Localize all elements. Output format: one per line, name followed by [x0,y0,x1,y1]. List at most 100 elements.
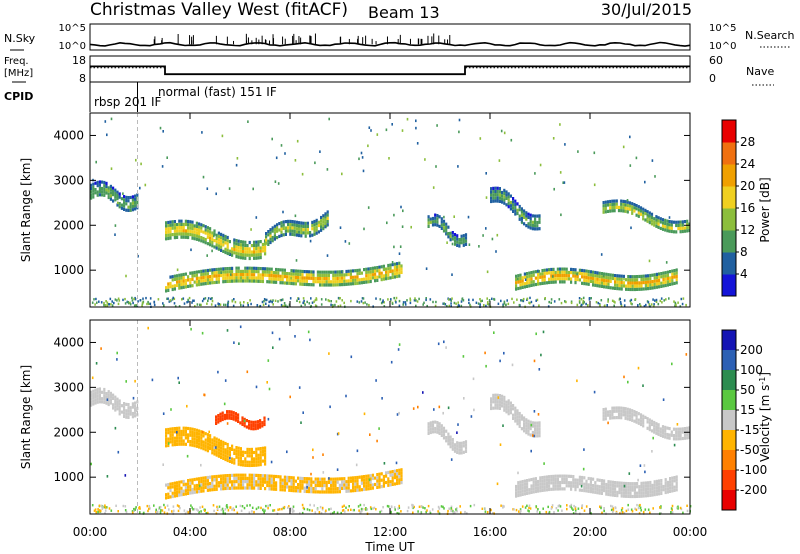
echo-cell [434,219,437,224]
echo-cell [633,491,636,495]
scatter-cell [125,274,127,278]
echo-cell [286,272,289,276]
echo-cell [677,220,680,224]
echo-cell [356,268,359,273]
noise-cell [131,296,133,300]
scatter-cell [367,144,369,148]
echo-cell [332,484,335,488]
echo-cell [219,419,222,423]
noise-cell [535,299,537,302]
echo-cell [127,205,130,209]
echo-cell [679,430,682,434]
echo-cell [642,421,645,425]
echo-cell [602,207,605,211]
echo-cell [254,420,257,424]
echo-cell [246,250,249,254]
noise-cell [148,504,151,508]
echo-cell [498,190,501,194]
echo-cell [659,430,662,434]
echo-cell [626,210,629,214]
echo-cell [308,276,311,280]
echo-cell [642,210,645,214]
velocity-echo-cells [90,320,692,515]
echo-cell [639,212,643,216]
echo-cell [644,277,647,281]
echo-cell [167,236,170,241]
noise-cell [522,297,525,301]
noise-cell [383,305,386,308]
echo-cell [221,411,224,415]
noise-cell [442,302,444,305]
echo-cell [182,429,185,433]
echo-cell [253,483,256,487]
echo-cell [289,219,292,223]
noise-cell [347,508,349,512]
echo-cell [316,490,319,494]
echo-cell [512,209,515,213]
echo-cell [520,414,523,418]
echo-cell [325,280,328,284]
echo-cell [552,267,555,271]
scatter-cell [284,152,286,155]
echo-cell [349,479,352,483]
scatter-cell [648,259,651,263]
echo-cell [642,488,645,492]
echo-cell [233,476,236,481]
echo-cell [604,203,607,207]
echo-cell [516,208,519,212]
echo-cell [235,276,238,280]
echo-cell [494,403,497,407]
echo-cell [222,267,225,271]
scatter-cell [203,393,206,397]
echo-cell [272,484,275,488]
echo-cell [609,413,612,417]
echo-cell [275,277,278,281]
echo-cell [556,277,559,281]
echo-cell [293,229,296,234]
noise-cell [101,507,104,510]
scatter-cell [424,158,426,161]
echo-cell [176,223,179,227]
echo-cell [338,270,341,274]
echo-cell [292,485,295,490]
echo-cell [429,424,432,428]
echo-cell [525,424,528,428]
echo-cell [281,485,284,489]
echo-cell [358,475,361,479]
echo-cell [202,240,205,244]
echo-cell [255,256,258,260]
noise-cell [163,503,165,507]
echo-cell [587,489,590,493]
echo-cell [352,479,355,483]
echo-cell [320,219,323,223]
noise-cell [529,296,531,300]
echo-cell [648,421,651,425]
echo-cell [220,446,223,450]
echo-cell [498,199,501,203]
scatter-cell [106,398,109,401]
echo-cell [313,229,316,233]
echo-cell [191,220,194,224]
noise-cell [544,297,546,300]
echo-cell [659,433,662,437]
echo-cell [367,280,370,284]
echo-cell [376,473,379,477]
echo-cell [490,199,493,204]
colorbar-swatch [722,430,736,451]
echo-cell [255,266,258,270]
echo-cell [107,195,110,200]
echo-cell [594,270,597,275]
echo-cell [668,229,671,233]
echo-cell [354,476,357,480]
scatter-cell [375,379,377,382]
echo-cell [600,488,603,492]
echo-cell [523,282,526,286]
scatter-cell [236,157,239,160]
noise-cell [158,506,161,509]
echo-cell [301,483,304,487]
echo-cell [647,283,650,287]
echo-cell [215,481,218,485]
noise-cell [595,301,598,304]
echo-cell [400,471,403,475]
echo-cell [211,281,214,285]
